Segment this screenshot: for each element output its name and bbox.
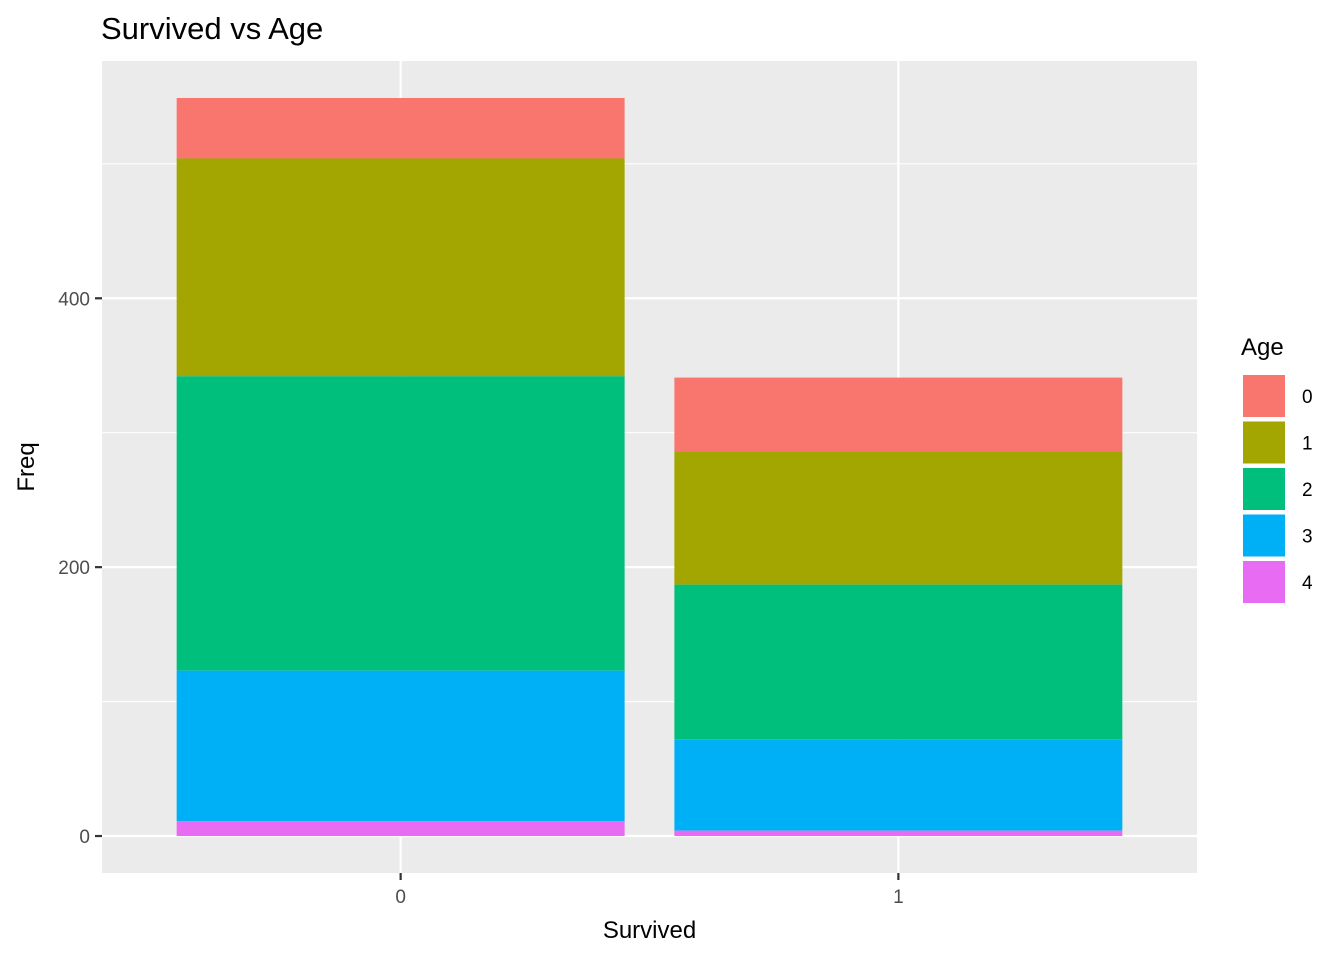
y-axis: 0 200 400 bbox=[58, 289, 102, 848]
legend-label-1: 1 bbox=[1302, 434, 1313, 455]
legend-title: Age bbox=[1241, 334, 1284, 361]
y-tick-label: 200 bbox=[58, 558, 90, 579]
x-tick-label: 0 bbox=[395, 887, 406, 908]
chart-title: Survived vs Age bbox=[101, 11, 323, 46]
y-tick-label: 400 bbox=[58, 289, 90, 310]
x-axis-title: Survived bbox=[603, 917, 696, 944]
legend-label-3: 3 bbox=[1302, 527, 1313, 548]
y-axis-title: Freq bbox=[13, 442, 40, 491]
bar-segment-survived-1-age-4 bbox=[674, 830, 1123, 837]
bar-segment-survived-1-age-2 bbox=[674, 584, 1123, 740]
bar-segment-survived-0-age-4 bbox=[176, 821, 625, 837]
bars-layer bbox=[176, 97, 1123, 837]
bar-segment-survived-1-age-3 bbox=[674, 739, 1123, 831]
legend-label-4: 4 bbox=[1302, 573, 1313, 594]
bar-segment-survived-0-age-0 bbox=[176, 97, 625, 159]
legend-label-0: 0 bbox=[1302, 387, 1313, 408]
bar-segment-survived-0-age-1 bbox=[176, 158, 625, 377]
bar-segment-survived-1-age-0 bbox=[674, 377, 1123, 452]
x-tick-label: 1 bbox=[893, 887, 904, 908]
y-tick-label: 0 bbox=[79, 827, 90, 848]
bar-segment-survived-0-age-3 bbox=[176, 670, 625, 822]
bar-segment-survived-0-age-2 bbox=[176, 376, 625, 671]
legend: Age 0 1 2 3 4 bbox=[1241, 334, 1313, 603]
legend-key-0 bbox=[1243, 375, 1285, 417]
legend-label-2: 2 bbox=[1302, 480, 1313, 501]
legend-key-2 bbox=[1243, 468, 1285, 510]
legend-key-3 bbox=[1243, 514, 1285, 557]
legend-key-4 bbox=[1243, 561, 1285, 603]
legend-key-1 bbox=[1243, 421, 1285, 464]
bar-segment-survived-1-age-1 bbox=[674, 451, 1123, 585]
